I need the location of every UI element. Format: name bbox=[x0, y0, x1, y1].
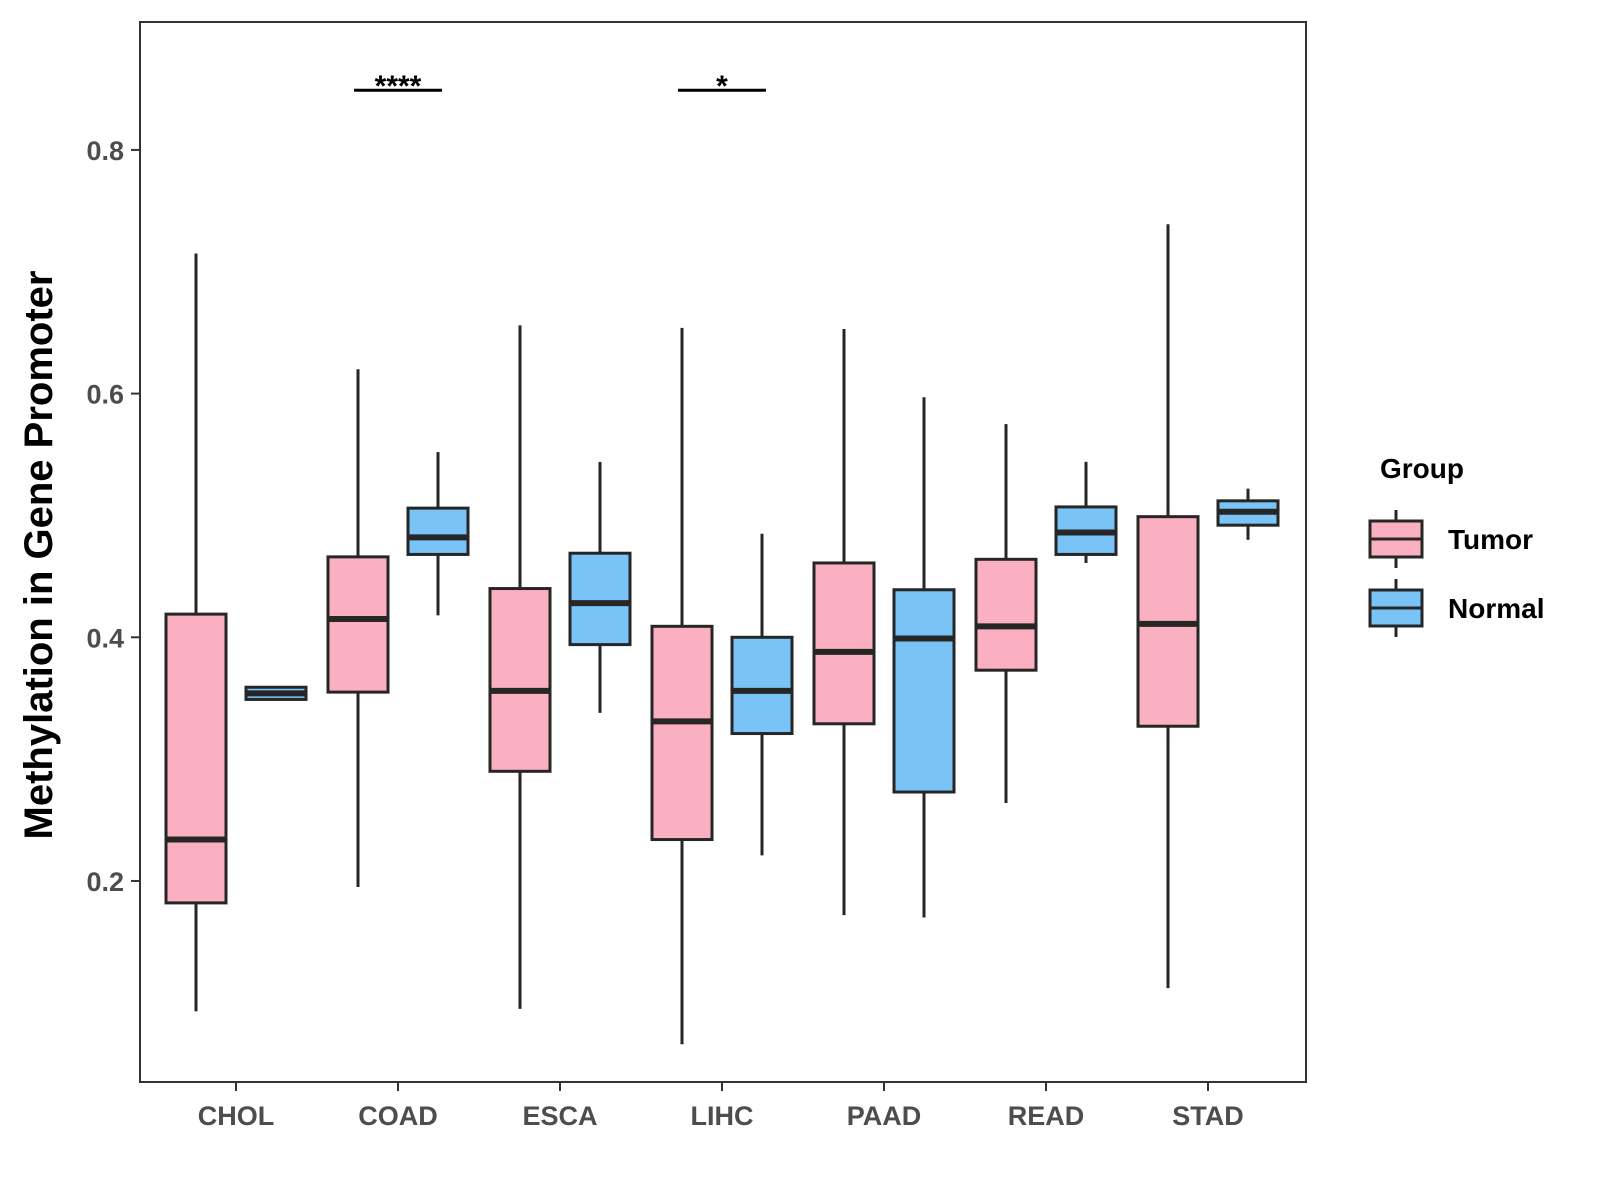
box-tumor-esca bbox=[488, 325, 552, 1009]
y-axis-title: Methylation in Gene Promoter bbox=[17, 271, 61, 840]
x-tick-label: CHOL bbox=[198, 1101, 275, 1131]
box-normal-esca bbox=[568, 461, 632, 713]
plot-area: **** * bbox=[164, 70, 1280, 1045]
box-body bbox=[406, 506, 470, 556]
significance-label: **** bbox=[375, 70, 422, 103]
box-tumor-chol bbox=[164, 253, 228, 1012]
box-body bbox=[326, 555, 390, 694]
y-axis: 0.2 0.4 0.6 0.8 bbox=[86, 136, 140, 897]
legend: Group Tumor Normal bbox=[1368, 453, 1544, 637]
box-tumor-read bbox=[974, 424, 1038, 803]
x-axis: CHOL COAD ESCA LIHC PAAD READ STAD bbox=[198, 1082, 1244, 1131]
box-body bbox=[164, 612, 228, 905]
box-tumor-paad bbox=[812, 329, 876, 916]
box-normal-stad bbox=[1216, 488, 1280, 540]
box-body bbox=[974, 557, 1038, 672]
box-body bbox=[812, 561, 876, 726]
y-tick-label: 0.8 bbox=[86, 136, 124, 166]
legend-label: Tumor bbox=[1448, 524, 1533, 555]
legend-label: Normal bbox=[1448, 593, 1544, 624]
y-tick-label: 0.6 bbox=[86, 380, 124, 410]
box-tumor-coad bbox=[326, 369, 390, 888]
box-body bbox=[568, 551, 632, 647]
x-tick-label: ESCA bbox=[522, 1101, 597, 1131]
legend-item-tumor: Tumor bbox=[1368, 510, 1533, 568]
y-tick-label: 0.2 bbox=[86, 867, 124, 897]
box-body bbox=[730, 635, 794, 736]
x-tick-label: STAD bbox=[1172, 1101, 1244, 1131]
x-tick-label: COAD bbox=[358, 1101, 438, 1131]
box-normal-chol bbox=[244, 685, 308, 701]
panel-border bbox=[139, 21, 1307, 1083]
significance-label: * bbox=[716, 70, 728, 103]
x-tick-label: READ bbox=[1008, 1101, 1085, 1131]
box-normal-paad bbox=[892, 397, 956, 918]
box-body bbox=[892, 588, 956, 794]
significance-coad: **** bbox=[354, 70, 442, 103]
box-tumor-lihc bbox=[650, 327, 714, 1045]
legend-item-normal: Normal bbox=[1368, 579, 1544, 637]
box-body bbox=[488, 587, 552, 773]
x-tick-label: LIHC bbox=[691, 1101, 754, 1131]
box-normal-lihc bbox=[730, 533, 794, 856]
box-normal-coad bbox=[406, 452, 470, 616]
x-tick-label: PAAD bbox=[847, 1101, 922, 1131]
significance-lihc: * bbox=[678, 70, 766, 103]
box-body bbox=[650, 624, 714, 842]
box-tumor-stad bbox=[1136, 224, 1200, 989]
y-tick-label: 0.4 bbox=[86, 623, 124, 653]
legend-title: Group bbox=[1380, 453, 1464, 484]
box-normal-read bbox=[1054, 461, 1118, 563]
